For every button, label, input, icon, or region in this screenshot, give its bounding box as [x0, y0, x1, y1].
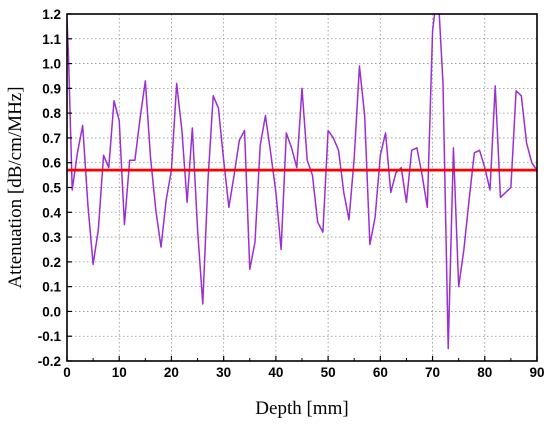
- x-tick-label: 60: [373, 365, 388, 380]
- y-tick-label: 1.2: [42, 7, 61, 22]
- grid: [67, 14, 537, 361]
- y-tick-label: 0.4: [42, 205, 61, 220]
- y-tick-label: -0.2: [38, 354, 61, 369]
- axis-ticks: [66, 13, 538, 362]
- y-tick-label: -0.1: [38, 329, 62, 344]
- y-tick-label: 0.8: [42, 106, 61, 121]
- attenuation-series-line: [67, 14, 537, 350]
- y-tick-label: 0.5: [42, 181, 61, 196]
- y-tick-label: 0.1: [42, 280, 61, 295]
- y-axis-title: Attenuation [dB/cm/MHz]: [5, 86, 26, 288]
- x-axis-title: Depth [mm]: [255, 398, 348, 419]
- y-tick-label: 0.3: [42, 230, 61, 245]
- x-tick-label: 90: [529, 365, 544, 380]
- x-tick-label: 10: [112, 365, 127, 380]
- plot-frame: [66, 13, 538, 362]
- y-tick-label: 1.1: [42, 32, 61, 47]
- y-tick-label: 0.9: [42, 81, 61, 96]
- series-layer: [67, 14, 537, 350]
- x-tick-label: 40: [268, 365, 283, 380]
- x-tick-label: 50: [321, 365, 336, 380]
- x-tick-label: 80: [477, 365, 492, 380]
- tick-labels: 0 10 20 30 40 50 60 70 80 90 -0.2 -0.1 0.0 0.1 0.2 0.3 0…: [38, 7, 545, 380]
- x-tick-label: 70: [425, 365, 440, 380]
- x-tick-label: 30: [216, 365, 231, 380]
- y-tick-label: 1.0: [42, 57, 61, 72]
- y-tick-label: 0.7: [42, 131, 61, 146]
- x-tick-label: 20: [164, 365, 179, 380]
- y-tick-label: 0.6: [42, 156, 61, 171]
- x-tick-label: 0: [63, 365, 71, 380]
- y-tick-label: 0.2: [42, 255, 61, 270]
- y-tick-label: 0.0: [42, 304, 61, 319]
